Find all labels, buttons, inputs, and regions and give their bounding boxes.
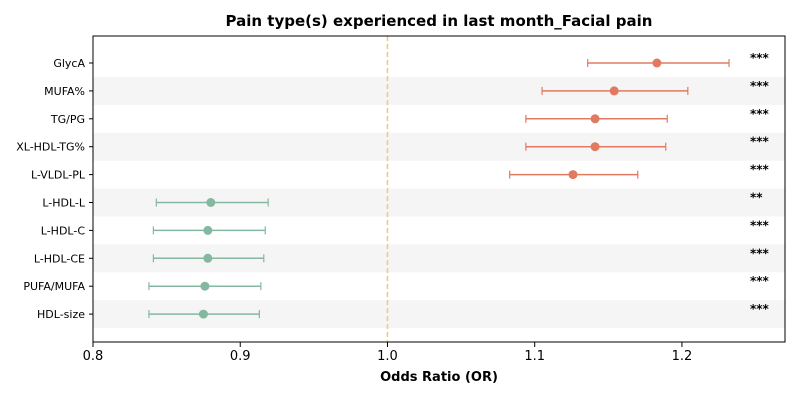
category-label: HDL-size — [37, 308, 85, 321]
plot-frame — [92, 35, 786, 343]
or-point — [203, 225, 213, 235]
category-label: L-HDL-C — [41, 224, 86, 237]
significance-label: *** — [750, 302, 770, 316]
significance-label: ** — [750, 191, 763, 205]
or-point — [609, 86, 619, 96]
significance-label: *** — [750, 274, 770, 288]
significance-label: *** — [750, 135, 770, 149]
significance-label: *** — [750, 218, 770, 232]
data-marks: ***************************** — [148, 51, 770, 319]
x-axis: 0.8 0.9 1.0 1.1 1.2 — [83, 342, 693, 364]
x-tick-label: 1.0 — [377, 349, 398, 364]
significance-label: *** — [750, 163, 770, 177]
row-mark-l-vldl-pl: *** — [509, 163, 770, 180]
category-label: GlycA — [53, 57, 85, 70]
x-tick-label: 1.1 — [524, 349, 545, 364]
row-mark-pufa-mufa: *** — [148, 274, 770, 291]
category-label: L-HDL-CE — [34, 252, 85, 265]
row-band — [93, 132, 785, 161]
row-mark-mufa-: *** — [541, 79, 770, 96]
category-label: PUFA/MUFA — [23, 280, 85, 293]
or-point — [198, 309, 208, 319]
or-point — [206, 198, 216, 207]
x-tick-label: 0.8 — [83, 349, 104, 364]
category-label: L-VLDL-PL — [31, 169, 86, 182]
category-label: TG/PG — [50, 113, 85, 126]
row-mark-l-hdl-c: *** — [152, 218, 770, 235]
row-mark-xl-hdl-tg-: *** — [525, 135, 770, 152]
x-axis-label: Odds Ratio (OR) — [380, 370, 498, 385]
or-point — [200, 281, 210, 291]
or-point — [652, 58, 662, 68]
y-axis: GlycA MUFA% TG/PG XL-HDL-TG% L-VLDL-PL L-HDL-… — [16, 57, 93, 321]
row-mark-l-hdl-ce: *** — [152, 246, 770, 263]
significance-label: *** — [750, 107, 770, 121]
or-point — [568, 170, 578, 180]
significance-label: *** — [750, 79, 770, 93]
category-label: XL-HDL-TG% — [16, 141, 85, 154]
chart-title: Pain type(s) experienced in last month_F… — [226, 12, 653, 30]
row-mark-tg-pg: *** — [525, 107, 770, 124]
x-tick-label: 1.2 — [672, 349, 693, 364]
or-point — [590, 114, 600, 124]
category-label: MUFA% — [44, 85, 85, 98]
or-point — [590, 142, 600, 152]
significance-label: *** — [750, 51, 770, 65]
significance-label: *** — [750, 246, 770, 260]
x-tick-label: 0.9 — [230, 349, 251, 364]
row-mark-glyca: *** — [587, 51, 770, 68]
or-point — [203, 253, 213, 263]
category-label: L-HDL-L — [42, 197, 86, 210]
row-mark-hdl-size: *** — [148, 302, 770, 319]
row-mark-l-hdl-l: ** — [155, 191, 763, 207]
